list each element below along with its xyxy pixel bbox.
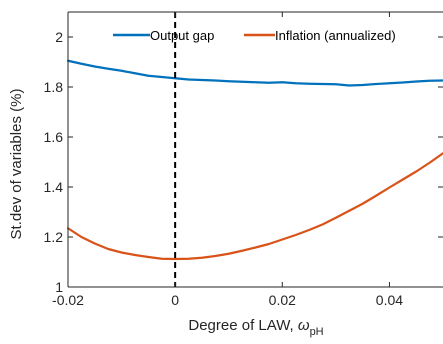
y-tick-label: 2 [55, 29, 63, 45]
axes [67, 11, 443, 288]
x-tick-label: 0.04 [376, 292, 403, 308]
y-axis-ticks: 1 1.2 1.4 1.6 1.8 2 [44, 29, 443, 295]
plot-area [68, 12, 443, 287]
legend: Output gap Inflation (annualized) [113, 28, 396, 43]
series-layer [66, 59, 443, 261]
x-axis-label-symbol: ω [298, 317, 310, 334]
series-line-inflation [66, 152, 443, 261]
y-tick-label: 1.8 [44, 79, 64, 95]
x-axis-label-subscript: pH [310, 326, 324, 338]
series-line-output-gap [66, 59, 443, 87]
legend-label: Inflation (annualized) [275, 28, 396, 43]
y-tick-label: 1.4 [44, 179, 64, 195]
x-tick-label: 0 [171, 292, 179, 308]
y-axis-label: St.dev of variables (%) [8, 89, 25, 240]
x-tick-label: 0.02 [269, 292, 296, 308]
y-tick-label: 1.6 [44, 129, 64, 145]
legend-label: Output gap [150, 28, 214, 43]
x-tick-label: -0.02 [52, 292, 84, 308]
x-axis-label: Degree of LAW, ωpH [188, 317, 323, 338]
x-axis-label-text: Degree of LAW, [188, 317, 298, 334]
y-tick-label: 1.2 [44, 229, 64, 245]
plot-background [68, 12, 443, 287]
y-tick-label: 1 [55, 279, 63, 295]
x-axis-ticks: -0.02 0 0.02 0.04 [52, 12, 403, 308]
